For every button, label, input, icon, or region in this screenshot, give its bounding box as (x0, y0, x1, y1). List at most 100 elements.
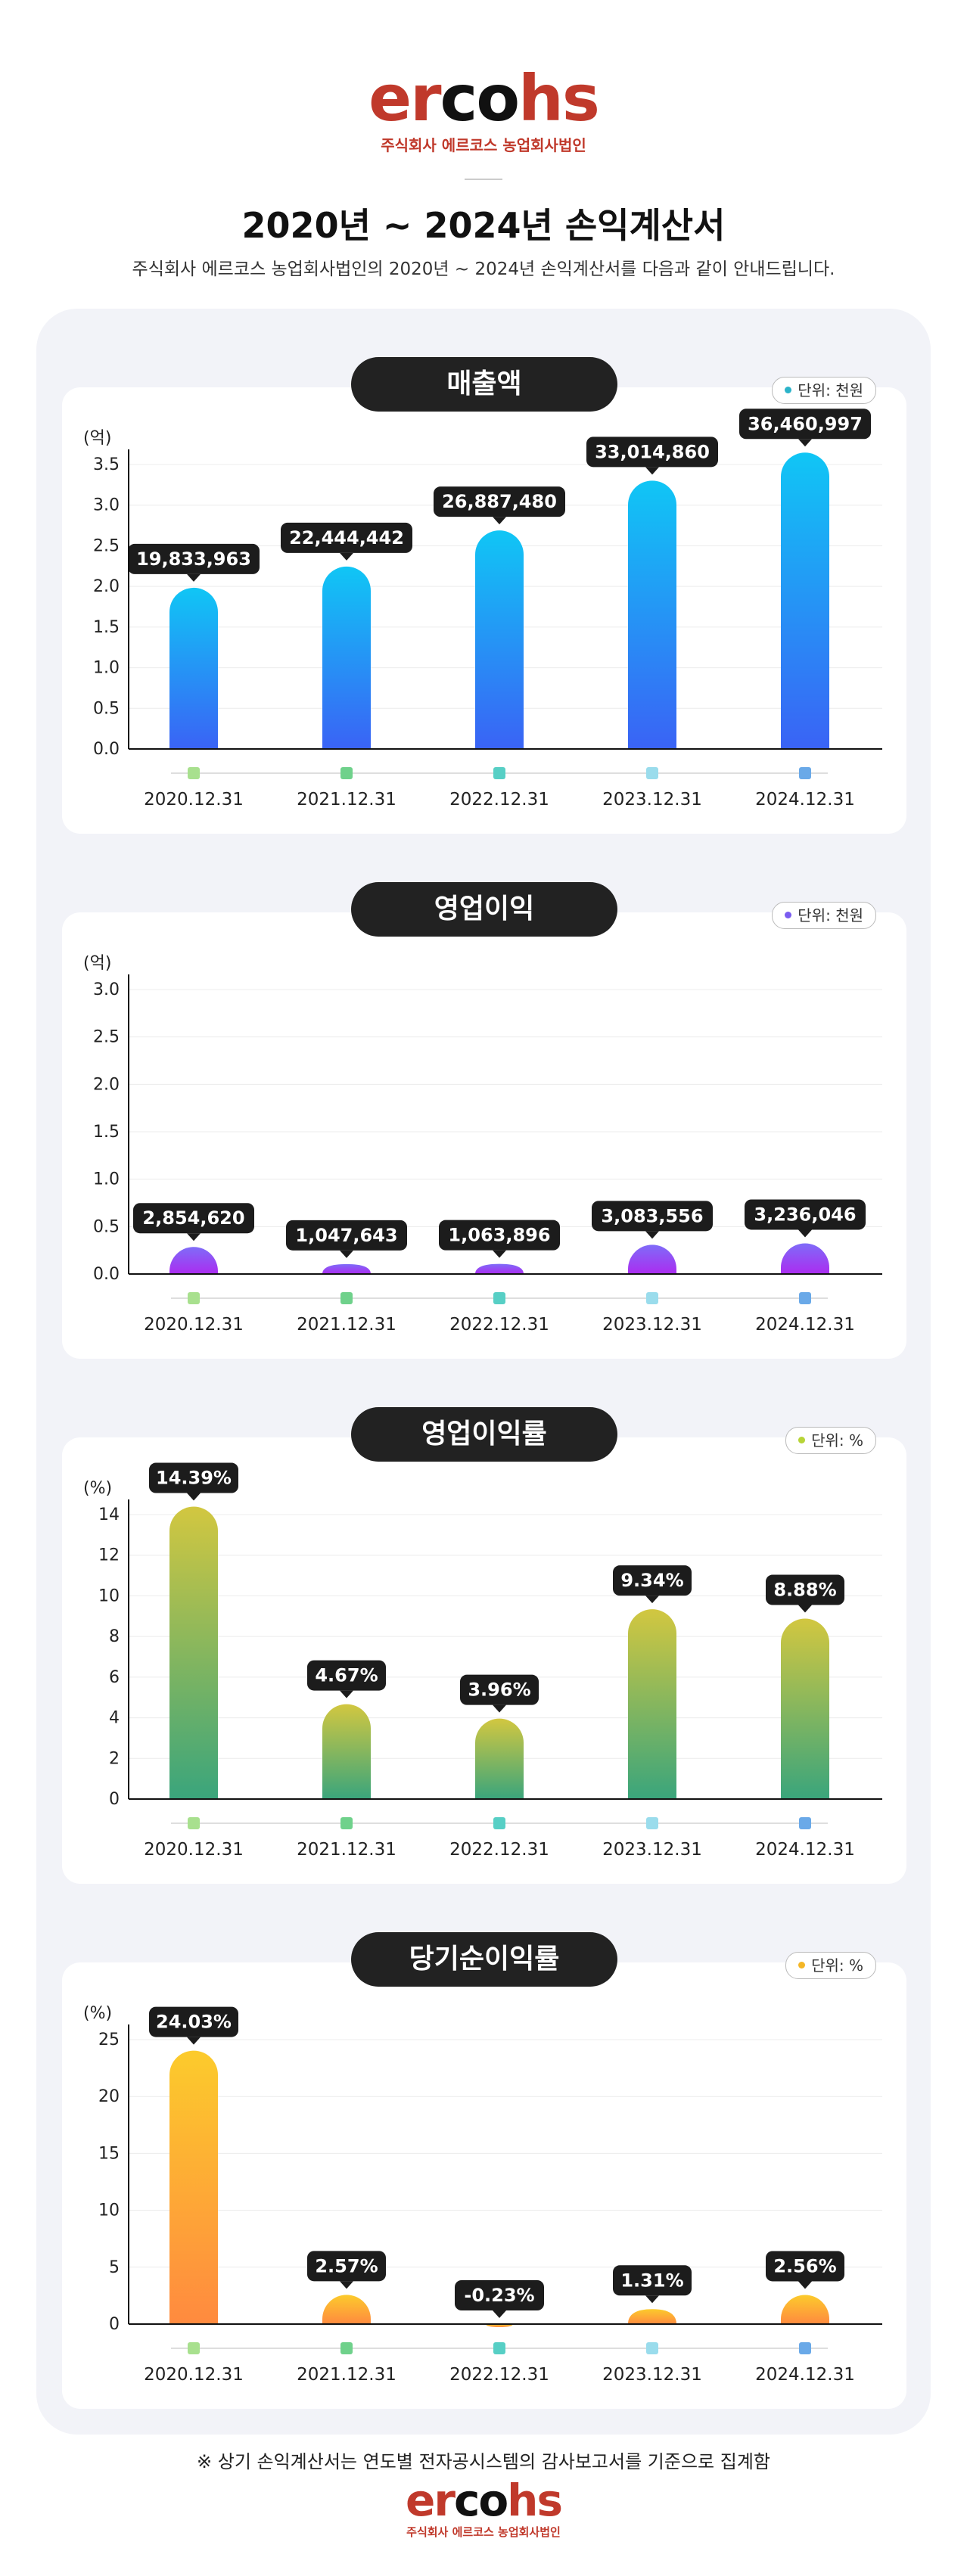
bar (475, 1718, 524, 1799)
data-label: 33,014,860 (586, 437, 718, 475)
y-tick-label: 6 (109, 1668, 120, 1687)
x-tick-label: 2020.12.31 (144, 2365, 244, 2385)
logo-wordmark: ercohs (368, 61, 600, 135)
y-tick-label: 15 (98, 2144, 120, 2163)
svg-text:2.57%: 2.57% (315, 2255, 378, 2276)
y-tick-label: 0 (109, 1790, 120, 1809)
svg-text:36,460,997: 36,460,997 (748, 413, 863, 434)
x-tick-label: 2023.12.31 (602, 2365, 702, 2385)
y-tick-label: 0.0 (93, 740, 120, 759)
unit-dot-icon (798, 1437, 806, 1443)
brand-logo-top: ercohs 주식회사 에르코스 농업회사법인 (0, 67, 967, 155)
y-tick-label: 25 (98, 2031, 120, 2049)
x-tick-label: 2024.12.31 (755, 2365, 855, 2385)
y-tick-label: 5 (109, 2258, 120, 2277)
y-tick-label: 2.0 (93, 1075, 120, 1094)
bar (628, 480, 676, 749)
bar (322, 1704, 371, 1799)
legend-marker (646, 2342, 658, 2354)
data-label: 1,063,896 (439, 1220, 560, 1258)
legend-marker (188, 2342, 200, 2354)
x-tick-label: 2022.12.31 (449, 2365, 549, 2385)
data-label: 26,887,480 (434, 486, 565, 525)
svg-text:24.03%: 24.03% (156, 2012, 232, 2033)
x-tick-label: 2021.12.31 (297, 1315, 396, 1335)
chart-card-operating-margin: 영업이익률 단위: % 0 2 4 6 8 10 12 14 (%) 14.39% 2020.12.… (62, 1407, 906, 1884)
y-tick-label: 1.5 (93, 618, 120, 637)
bar (322, 1263, 371, 1274)
unit-badge: 단위: % (785, 1427, 876, 1454)
y-tick-label: 3.0 (93, 496, 120, 515)
x-tick-label: 2024.12.31 (755, 1315, 855, 1335)
unit-dot-icon (798, 1962, 806, 1969)
svg-text:3,236,046: 3,236,046 (754, 1204, 856, 1225)
unit-dot-icon (785, 387, 792, 393)
x-tick-label: 2023.12.31 (602, 1315, 702, 1335)
y-tick-label: 2.0 (93, 577, 120, 596)
legend-marker (799, 1817, 811, 1829)
bar (169, 1247, 218, 1274)
data-label: 24.03% (149, 2006, 238, 2045)
legend-marker (340, 1817, 353, 1829)
chart-title-pill: 당기순이익률 (351, 1932, 617, 1987)
svg-text:4.67%: 4.67% (315, 1665, 378, 1686)
y-tick-label: 10 (98, 2202, 120, 2220)
chart-title-pill: 매출액 (351, 357, 617, 412)
data-label: 9.34% (613, 1565, 692, 1604)
y-tick-label: 3.5 (93, 455, 120, 474)
unit-dot-icon (785, 912, 792, 918)
svg-text:14.39%: 14.39% (156, 1468, 232, 1489)
x-tick-label: 2021.12.31 (297, 1840, 396, 1860)
bar-chart: 0 5 10 15 20 25 (%) 24.03% 2020.12.31 2.57% 2021.1… (83, 2004, 882, 2385)
bar-chart: 0.0 0.5 1.0 1.5 2.0 2.5 3.0 3.5 (억) 19,833,963 202… (83, 409, 882, 809)
data-label: 36,460,997 (739, 409, 871, 447)
y-tick-label: 12 (98, 1546, 120, 1565)
x-tick-label: 2024.12.31 (755, 790, 855, 809)
y-tick-label: 2.5 (93, 536, 120, 555)
chart-card-net-margin: 당기순이익률 단위: % 0 5 10 15 20 25 (%) 24.03% 2020.12.… (62, 1932, 906, 2409)
unit-badge: 단위: 천원 (772, 377, 876, 404)
legend-marker (188, 767, 200, 779)
chart-title-pill: 영업이익률 (351, 1407, 617, 1462)
x-tick-label: 2020.12.31 (144, 790, 244, 809)
x-tick-label: 2022.12.31 (449, 1315, 549, 1335)
svg-text:33,014,860: 33,014,860 (595, 441, 710, 462)
svg-text:26,887,480: 26,887,480 (442, 491, 557, 512)
title-divider (465, 179, 502, 180)
data-label: 8.88% (766, 1574, 844, 1613)
y-tick-label: 4 (109, 1709, 120, 1728)
svg-text:1,047,643: 1,047,643 (295, 1225, 397, 1246)
y-tick-label: 0 (109, 2315, 120, 2334)
y-tick-label: 10 (98, 1586, 120, 1605)
brand-logo-bottom: ercohs 주식회사 에르코스 농업회사법인 (0, 2478, 967, 2540)
data-label: 19,833,963 (128, 543, 260, 582)
bar (628, 2309, 676, 2324)
y-axis-unit-label: (억) (83, 954, 111, 973)
page-title: 2020년 ~ 2024년 손익계산서 (241, 205, 726, 246)
legend-marker (646, 1292, 658, 1304)
bar (628, 1244, 676, 1274)
data-label: 3,083,556 (592, 1201, 713, 1239)
data-label: 3,236,046 (745, 1199, 866, 1238)
legend-marker (646, 767, 658, 779)
legend-marker (493, 1292, 505, 1304)
bar (781, 452, 829, 749)
footnote: ※ 상기 손익계산서는 연도별 전자공시스템의 감사보고서를 기준으로 집계함 (197, 2451, 770, 2472)
legend-marker (188, 1817, 200, 1829)
legend-marker (493, 2342, 505, 2354)
y-tick-label: 2.5 (93, 1028, 120, 1047)
y-tick-label: 1.0 (93, 1170, 120, 1189)
bar (322, 2295, 371, 2324)
unit-badge: 단위: % (785, 1952, 876, 1979)
svg-text:22,444,442: 22,444,442 (289, 527, 404, 548)
x-tick-label: 2024.12.31 (755, 1840, 855, 1860)
bar (781, 1618, 829, 1799)
data-label: 2.56% (766, 2251, 844, 2289)
bar-chart: 0.0 0.5 1.0 1.5 2.0 2.5 3.0 (억) 2,854,620 2020.12… (83, 954, 882, 1335)
page-subtitle: 주식회사 에르코스 농업회사법인의 2020년 ~ 2024년 손익계산서를 다… (132, 259, 835, 279)
x-tick-label: 2022.12.31 (449, 790, 549, 809)
svg-text:3,083,556: 3,083,556 (601, 1205, 703, 1226)
svg-text:8.88%: 8.88% (773, 1580, 836, 1601)
x-tick-label: 2021.12.31 (297, 2365, 396, 2385)
data-label: 1.31% (613, 2265, 692, 2304)
